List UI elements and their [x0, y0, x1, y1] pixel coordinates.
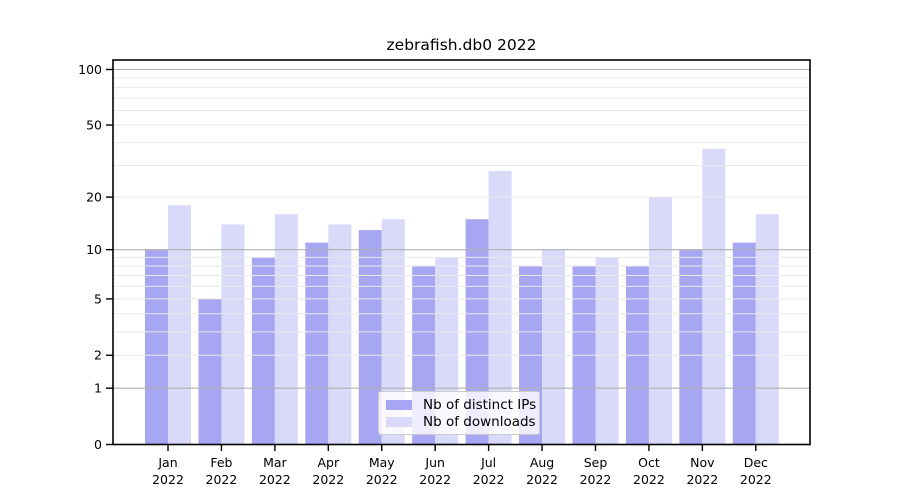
x-tick-label-year: 2022 — [740, 472, 772, 487]
x-tick-label-year: 2022 — [366, 472, 398, 487]
legend-entry-downloads: Nb of downloads — [386, 414, 536, 430]
y-tick-label: 10 — [86, 242, 102, 257]
y-tick-label: 20 — [86, 190, 102, 205]
bar-downloads-feb — [221, 224, 245, 445]
bar-downloads-jan — [168, 205, 191, 445]
chart-title: zebrafish.db0 2022 — [386, 36, 537, 54]
bar-downloads-nov — [702, 148, 726, 445]
bar-distinct-ips-may — [358, 230, 382, 445]
x-tick-label-month: Nov — [690, 455, 715, 470]
bar-downloads-oct — [648, 197, 672, 445]
bar-downloads-dec — [755, 214, 779, 445]
y-tick-label: 0 — [94, 437, 102, 452]
x-tick-label-year: 2022 — [633, 472, 665, 487]
x-tick-label-year: 2022 — [526, 472, 558, 487]
x-tick-label-year: 2022 — [259, 472, 291, 487]
x-tick-label-month: Feb — [210, 455, 232, 470]
x-tick-label-year: 2022 — [419, 472, 451, 487]
legend-label-distinct-ips: Nb of distinct IPs — [423, 396, 537, 413]
bar-distinct-ips-mar — [251, 257, 275, 445]
legend-entry-distinct-ips: Nb of distinct IPs — [386, 397, 536, 413]
x-tick-label-month: Oct — [638, 455, 660, 470]
bar-distinct-ips-dec — [732, 242, 756, 445]
bar-distinct-ips-apr — [305, 242, 329, 445]
y-tick-label: 1 — [94, 381, 102, 396]
x-tick-label-month: Mar — [263, 455, 287, 470]
legend-label-downloads: Nb of downloads — [423, 413, 536, 430]
x-tick-label-month: Dec — [744, 455, 768, 470]
bar-downloads-mar — [274, 214, 298, 445]
x-tick-label-month: Jan — [157, 455, 177, 470]
bar-distinct-ips-nov — [679, 249, 703, 445]
bar-distinct-ips-feb — [198, 298, 222, 445]
x-tick-label-year: 2022 — [580, 472, 612, 487]
legend-swatch-distinct-ips-icon — [386, 399, 412, 410]
x-tick-label-month: Apr — [317, 455, 339, 470]
legend-swatch-downloads-icon — [386, 416, 412, 427]
bar-downloads-aug — [542, 249, 566, 445]
x-tick-label-year: 2022 — [686, 472, 718, 487]
x-tick-label-month: Jun — [424, 455, 445, 470]
y-tick-label: 100 — [78, 62, 102, 77]
axes-spines — [112, 59, 811, 446]
x-tick-label-month: Aug — [530, 455, 554, 470]
y-tick-label: 5 — [94, 291, 102, 306]
x-tick-label-month: May — [369, 455, 395, 470]
legend: Nb of distinct IPs Nb of downloads — [378, 391, 540, 435]
bar-downloads-sep — [595, 257, 619, 445]
y-tick-label: 50 — [86, 117, 102, 132]
bar-distinct-ips-jan — [145, 249, 168, 445]
x-tick-label-year: 2022 — [206, 472, 238, 487]
bar-downloads-apr — [328, 224, 352, 445]
x-tick-label-year: 2022 — [312, 472, 344, 487]
bar-downloads-jul — [488, 170, 512, 445]
y-tick-label: 2 — [94, 348, 102, 363]
x-tick-label-month: Sep — [584, 455, 608, 470]
x-tick-label-year: 2022 — [152, 472, 184, 487]
x-tick-label-year: 2022 — [473, 472, 505, 487]
x-tick-label-month: Jul — [480, 455, 496, 470]
